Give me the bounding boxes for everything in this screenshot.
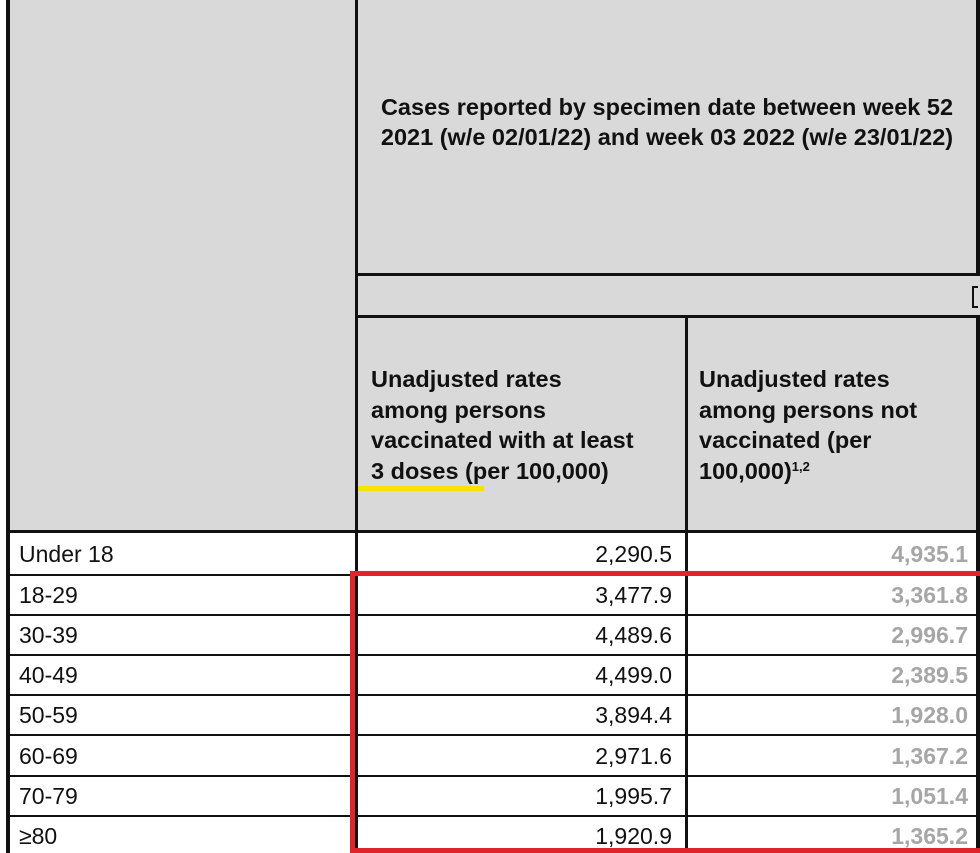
vaccinated-rate-cell: 1,920.9 xyxy=(595,823,672,849)
age-cell: ≥80 xyxy=(19,823,58,849)
vaccinated-rate-cell: 4,489.6 xyxy=(595,622,672,648)
column-divider-rates xyxy=(685,317,688,853)
col1-header-units: (per 100,000) xyxy=(458,457,609,484)
col1-header-line: vaccinated with at least xyxy=(371,427,634,453)
yellow-underline-highlight xyxy=(358,486,484,491)
unvaccinated-rate-cell: 1,928.0 xyxy=(891,702,968,728)
row-divider xyxy=(6,734,980,736)
unvaccinated-rate-cell: 4,935.1 xyxy=(891,541,968,567)
title-bottom-border xyxy=(356,273,980,276)
col1-header-cell xyxy=(356,317,686,530)
unvaccinated-rate-cell: 2,996.7 xyxy=(891,622,968,648)
age-cell: 40-49 xyxy=(19,662,78,688)
footnote-superscript: 1,2 xyxy=(791,458,810,474)
right-border xyxy=(976,0,980,275)
unvaccinated-rate-cell: 1,365.2 xyxy=(891,823,968,849)
vaccinated-rate-cell: 1,995.7 xyxy=(595,783,672,809)
col2-header-line: 100,000)1,2 xyxy=(699,456,917,487)
age-cell: 60-69 xyxy=(19,743,78,769)
col2-header-line: vaccinated (per xyxy=(699,427,872,453)
unvaccinated-rate-cell: 2,389.5 xyxy=(891,662,968,688)
row-divider xyxy=(6,694,980,696)
right-border-lower xyxy=(976,317,980,853)
column-divider-age xyxy=(355,0,358,853)
title-header-cell xyxy=(356,0,980,275)
header-bottom-border xyxy=(6,530,980,533)
row-divider xyxy=(6,654,980,656)
vaccinated-rate-cell: 3,477.9 xyxy=(595,582,672,608)
col2-header-cell xyxy=(686,317,980,530)
age-cell: Under 18 xyxy=(19,541,114,567)
unvaccinated-rate-cell: 3,361.8 xyxy=(891,582,968,608)
row-divider xyxy=(6,815,980,817)
vaccinated-rate-cell: 2,290.5 xyxy=(595,541,672,567)
vaccinated-rate-cell: 3,894.4 xyxy=(595,702,672,728)
col1-header: Unadjusted rates among persons vaccinate… xyxy=(371,364,634,486)
subheader-band xyxy=(356,275,980,317)
age-cell: 70-79 xyxy=(19,783,78,809)
table-title: Cases reported by specimen date between … xyxy=(380,94,954,150)
left-border xyxy=(6,0,10,853)
vaccinated-rate-cell: 2,971.6 xyxy=(595,743,672,769)
col2-header-units: 100,000) xyxy=(699,457,792,484)
col2-header: Unadjusted rates among persons not vacci… xyxy=(699,364,917,486)
row-divider xyxy=(6,614,980,616)
unvaccinated-rate-cell: 1,051.4 xyxy=(891,783,968,809)
age-cell: 30-39 xyxy=(19,622,78,648)
highlighted-doses-text: 3 doses xyxy=(371,457,459,484)
red-annotation-box xyxy=(350,571,980,853)
row-divider xyxy=(6,775,980,777)
vaccinated-rate-cell: 4,499.0 xyxy=(595,662,672,688)
age-cell: 50-59 xyxy=(19,702,78,728)
unvaccinated-rate-cell: 1,367.2 xyxy=(891,743,968,769)
age-cell: 18-29 xyxy=(19,582,78,608)
col1-header-line: among persons xyxy=(371,396,546,423)
col2-header-line: among persons not xyxy=(699,396,918,423)
subheader-bottom-border xyxy=(356,315,980,318)
age-header-cell xyxy=(10,0,356,530)
cropped-bracket-glyph xyxy=(972,286,978,308)
col2-header-line: Unadjusted rates xyxy=(699,366,890,392)
col1-header-line: Unadjusted rates xyxy=(371,366,562,392)
col1-header-line: 3 doses (per 100,000) xyxy=(371,456,634,487)
